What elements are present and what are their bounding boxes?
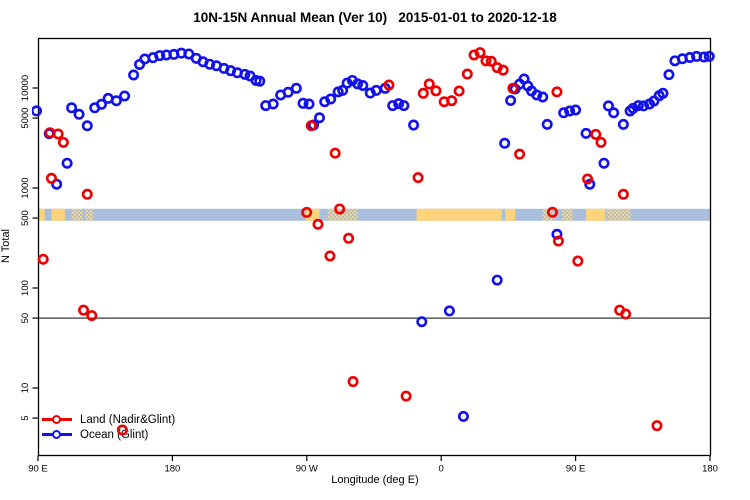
x-axis-label: Longitude (deg E) xyxy=(331,474,419,486)
legend-ocean-label: Ocean (Glint) xyxy=(80,428,149,441)
ocean-series-icon xyxy=(42,429,72,440)
svg-text:180: 180 xyxy=(702,464,718,475)
svg-text:100: 100 xyxy=(20,280,31,296)
svg-text:0: 0 xyxy=(439,464,444,475)
svg-text:10000: 10000 xyxy=(20,75,31,101)
legend-land-label: Land (Nadir&Glint) xyxy=(80,413,176,426)
svg-text:1000: 1000 xyxy=(20,177,31,198)
svg-text:500: 500 xyxy=(20,210,31,226)
svg-text:5: 5 xyxy=(20,415,31,420)
chart-legend: Land (Nadir&Glint) Ocean (Glint) xyxy=(42,412,175,442)
svg-text:10: 10 xyxy=(20,383,31,394)
svg-text:90 W: 90 W xyxy=(296,464,318,475)
svg-text:90 E: 90 E xyxy=(566,464,586,475)
legend-item-ocean: Ocean (Glint) xyxy=(42,427,175,442)
svg-text:5000: 5000 xyxy=(20,108,31,129)
legend-item-land: Land (Nadir&Glint) xyxy=(42,412,175,427)
svg-text:180: 180 xyxy=(164,464,180,475)
land-series-icon xyxy=(42,414,72,425)
chart-title: 10N-15N Annual Mean (Ver 10) 2015-01-01 … xyxy=(193,10,557,25)
svg-text:50: 50 xyxy=(20,313,31,324)
svg-text:90 E: 90 E xyxy=(28,464,48,475)
